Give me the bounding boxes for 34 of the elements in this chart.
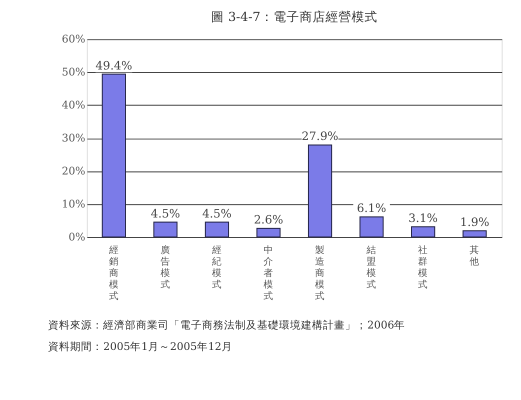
chart-title: 圖 3-4-7：電子商店經營模式 <box>211 8 378 24</box>
y-tick-label: 40% <box>62 98 86 112</box>
x-tick-label: 其他 <box>470 244 480 268</box>
bar <box>462 230 487 238</box>
x-tick-label: 結盟模式 <box>366 244 377 291</box>
source-note: 資料來源：經濟部商業司「電子商務法制及基礎環境建構計畫」；2006年 <box>48 318 406 332</box>
data-label: 27.9% <box>302 129 338 144</box>
y-tick-label: 20% <box>62 164 86 178</box>
data-label: 2.6% <box>254 212 284 227</box>
bar <box>359 216 384 238</box>
x-tick-label: 社群模式 <box>418 244 428 291</box>
text: 資料期間：2005年1月～2005年12月 <box>48 340 233 353</box>
bar <box>204 222 230 238</box>
data-label: 3.1% <box>408 210 438 225</box>
y-tick-label: 0% <box>68 230 86 244</box>
bar <box>256 228 281 238</box>
data-label: 6.1% <box>356 201 386 216</box>
x-tick-label: 經紀模式 <box>210 244 222 291</box>
y-tick-label: 30% <box>62 131 86 144</box>
x-tick-label: 製造商模式 <box>315 244 326 302</box>
x-tick-label: 廣告模式 <box>160 244 170 291</box>
y-tick-label: 60% <box>62 32 86 46</box>
y-tick-label: 50% <box>62 66 86 79</box>
x-tick-label: 中介者模式 <box>264 244 274 302</box>
data-label: 4.5% <box>202 206 232 220</box>
bar <box>411 226 436 238</box>
bar <box>102 74 126 238</box>
data-label: 49.4% <box>96 58 132 72</box>
bar <box>153 222 178 238</box>
y-tick-label: 10% <box>62 197 86 210</box>
data-label: 1.9% <box>460 214 490 229</box>
x-tick-label: 經銷商模式 <box>108 244 119 302</box>
data-label: 4.5% <box>150 206 180 220</box>
bar <box>308 144 332 238</box>
